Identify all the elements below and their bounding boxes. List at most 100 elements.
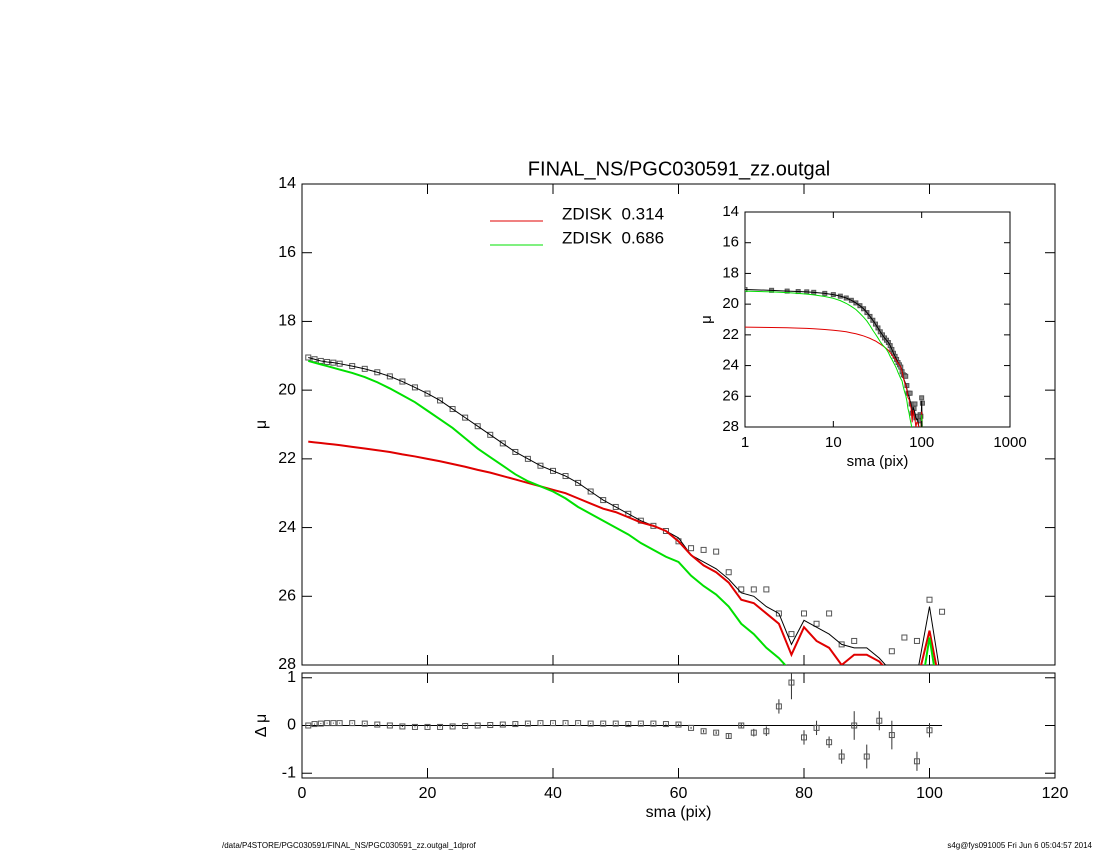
data-point	[361, 365, 368, 372]
y-axis-label: Δ μ	[253, 714, 270, 737]
residual-point	[575, 720, 582, 727]
data-point	[912, 401, 918, 407]
residual-point	[399, 723, 406, 730]
residual-point	[612, 720, 619, 727]
data-point	[449, 406, 456, 413]
residual-point	[524, 720, 531, 727]
residual-point	[537, 720, 544, 727]
footer-stamp: s4g@fys091005 Fri Jun 6 05:04:57 2014	[947, 841, 1092, 850]
x-tick-label: 100	[916, 785, 943, 802]
y-tick-label: 18	[722, 264, 739, 281]
residual-point	[888, 732, 895, 739]
chart-title: FINAL_NS/PGC030591_zz.outgal	[528, 158, 830, 180]
residual-point	[926, 727, 933, 734]
data-point	[575, 479, 582, 486]
residual-point	[725, 733, 732, 739]
residual-point	[838, 753, 845, 760]
data-point	[612, 503, 619, 510]
data-point	[788, 631, 795, 638]
residual-point	[713, 729, 720, 736]
residual-point	[411, 723, 418, 730]
residual-point	[876, 717, 883, 724]
data-point	[512, 448, 519, 455]
y-tick-label: 1	[287, 669, 296, 686]
y-tick-label: 0	[287, 717, 296, 734]
residual-point	[688, 724, 695, 731]
data-point	[562, 473, 569, 480]
y-tick-label: 14	[278, 175, 296, 192]
data-point	[919, 400, 925, 406]
residual-point	[374, 721, 381, 728]
series-line	[745, 290, 923, 427]
data-point	[903, 373, 909, 379]
x-axis-label: sma (pix)	[646, 804, 712, 821]
x-tick-label: 40	[544, 785, 562, 802]
data-point	[919, 395, 925, 401]
residual-point	[863, 753, 870, 760]
x-tick-label: 80	[795, 785, 813, 802]
data-point	[600, 497, 607, 504]
y-tick-label: 18	[278, 313, 296, 330]
data-point	[750, 586, 757, 593]
data-point	[386, 373, 393, 380]
residual-point	[487, 722, 494, 729]
data-point	[907, 390, 913, 396]
data-point	[813, 620, 820, 627]
residual-point	[600, 720, 607, 727]
residual-point	[437, 723, 444, 730]
residual-point	[826, 739, 833, 746]
data-point	[913, 637, 920, 644]
residual-point	[662, 721, 669, 728]
data-point	[901, 634, 908, 641]
residual-point	[625, 721, 632, 728]
y-tick-label: 20	[278, 381, 296, 398]
residual-point	[462, 722, 469, 729]
data-point	[474, 423, 481, 430]
residual-point	[738, 722, 745, 729]
residual-point	[913, 758, 920, 765]
residual-point	[361, 720, 368, 727]
data-point	[763, 586, 770, 593]
residual-point	[330, 720, 337, 727]
y-tick-label: 16	[722, 234, 739, 251]
data-point	[801, 610, 807, 617]
y-tick-label: 22	[278, 450, 296, 467]
data-point	[524, 455, 531, 462]
residual-point	[305, 722, 312, 729]
series-line	[308, 357, 940, 665]
y-tick-label: 20	[722, 295, 739, 312]
data-point	[587, 488, 594, 495]
residual-point	[750, 729, 757, 736]
residual-point	[449, 723, 456, 730]
y-tick-label: 28	[722, 418, 739, 435]
data-point	[838, 641, 845, 648]
residual-point	[851, 722, 858, 729]
y-tick-label: 22	[722, 326, 739, 343]
data-point	[499, 440, 506, 447]
x-tick-label: 1000	[993, 434, 1026, 451]
residual-point	[788, 679, 795, 686]
data-point	[851, 637, 858, 644]
data-point	[305, 354, 312, 361]
residual-point	[317, 720, 324, 727]
y-tick-label: 28	[278, 656, 296, 673]
y-tick-label: 26	[278, 588, 296, 605]
data-point	[864, 673, 869, 678]
y-tick-label: 24	[278, 519, 296, 536]
residual-point	[587, 720, 594, 727]
data-point	[725, 569, 732, 576]
residual-point	[650, 720, 657, 727]
y-axis-label: μ	[698, 315, 715, 324]
x-axis-label: sma (pix)	[847, 453, 909, 470]
x-tick-label: 100	[909, 434, 934, 451]
series-line	[745, 289, 923, 427]
y-tick-label: -1	[282, 764, 296, 781]
residual-point	[637, 720, 644, 727]
residual-point	[562, 720, 569, 727]
data-point	[424, 390, 431, 397]
data-point	[411, 384, 418, 391]
residual-point	[336, 720, 343, 727]
data-point	[877, 676, 882, 681]
residual-point	[474, 722, 481, 729]
